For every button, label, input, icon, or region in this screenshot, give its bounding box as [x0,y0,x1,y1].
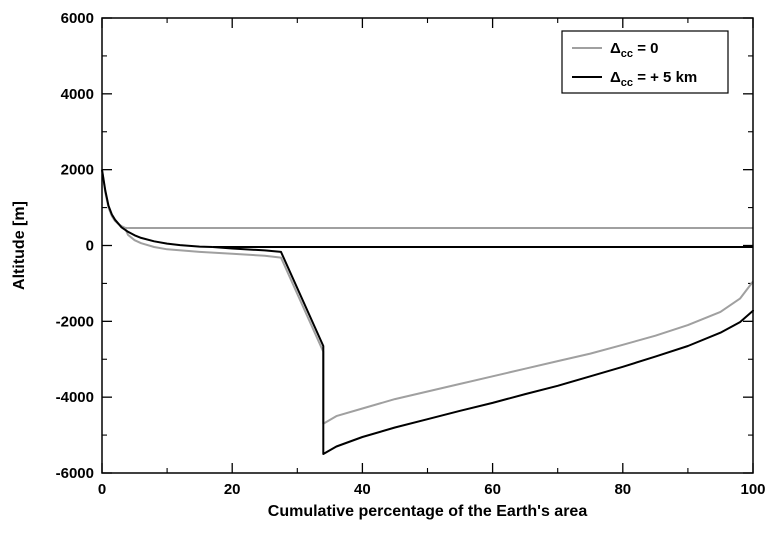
x-tick-label: 60 [484,481,501,498]
y-axis-label: Altitude [m] [11,201,28,290]
tick-labels: 0 20 40 60 80 100 -6000 -4000 -2000 0 2000 4000 6000 [56,10,766,498]
plot-frame [101,17,754,474]
legend-box [561,30,729,94]
y-tick-label: -2000 [56,313,94,330]
x-tick-label: 40 [354,481,371,498]
legend-entry: Δcc = + 5 km [610,69,697,89]
x-tick-label: 20 [224,481,241,498]
y-tick-label: 2000 [61,162,94,179]
y-tick-label: 0 [86,238,94,255]
legend: Δcc = 0 Δcc = + 5 km [561,30,729,94]
bathymetry-curve [212,246,754,455]
y-tick-label: 4000 [61,86,94,103]
x-tick-label: 80 [614,481,631,498]
series-dcc-plus-5km [101,169,754,455]
series-dcc-0 [101,169,754,425]
bathymetry-curve [123,227,754,425]
x-tick-label: 0 [98,481,106,498]
y-tick-label: -4000 [56,389,94,406]
x-tick-label: 100 [740,481,765,498]
series-lines [101,169,754,455]
land-curve [101,169,213,248]
y-tick-label: 6000 [61,10,94,27]
legend-entry: Δcc = 0 [610,40,658,60]
x-axis-label: Cumulative percentage of the Earth's are… [268,503,588,520]
y-tick-label: -6000 [56,465,94,482]
